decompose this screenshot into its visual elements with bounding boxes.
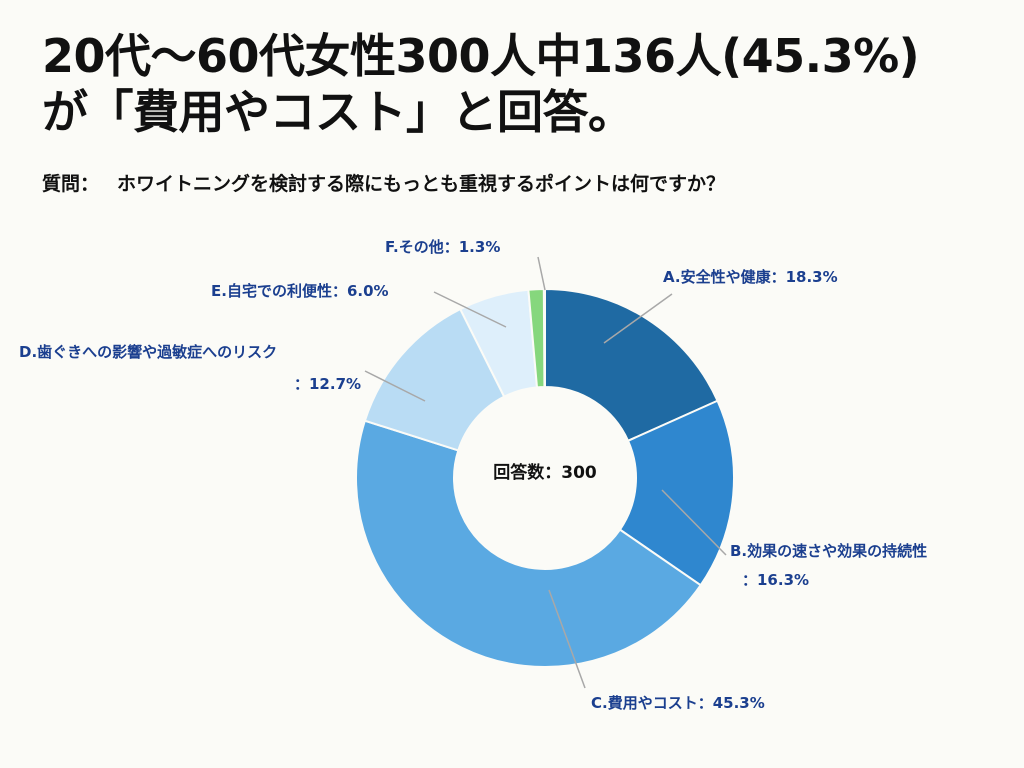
leader-line [364,370,426,402]
question-row: 質問： ホワイトニングを検討する際にもっとも重視するポイントは何ですか？ [42,170,1002,198]
question-text: ホワイトニングを検討する際にもっとも重視するポイントは何ですか？ [117,173,726,195]
leader-line [537,256,546,291]
leader-line [603,293,673,344]
leader-line [661,489,727,556]
slice-label: D.歯ぐきへの影響や過敏症へのリスク [19,343,277,361]
slice-label: ：12.7% [294,375,361,393]
slice-label: B.効果の速さや効果の持続性 [730,542,927,560]
slice-label: ：16.3% [742,571,809,589]
page-title: 20代〜60代女性300人中136人(45.3%) が「費用やコスト」と回答。 [42,28,1002,140]
slice-label: E.自宅での利便性：6.0% [211,282,389,300]
slice-label: C.費用やコスト：45.3% [591,694,765,712]
title-line-1: 20代〜60代女性300人中136人(45.3%) [42,29,920,83]
slice-label: F.その他：1.3% [385,238,500,256]
center-label: 回答数：300 [493,462,597,483]
leader-line [433,291,507,328]
question-label: 質問： [42,173,100,195]
leader-line [548,589,586,689]
slice-label: A.安全性や健康：18.3% [663,268,838,286]
title-line-2: が「費用やコスト」と回答。 [42,85,634,139]
donut-hole [454,387,636,569]
